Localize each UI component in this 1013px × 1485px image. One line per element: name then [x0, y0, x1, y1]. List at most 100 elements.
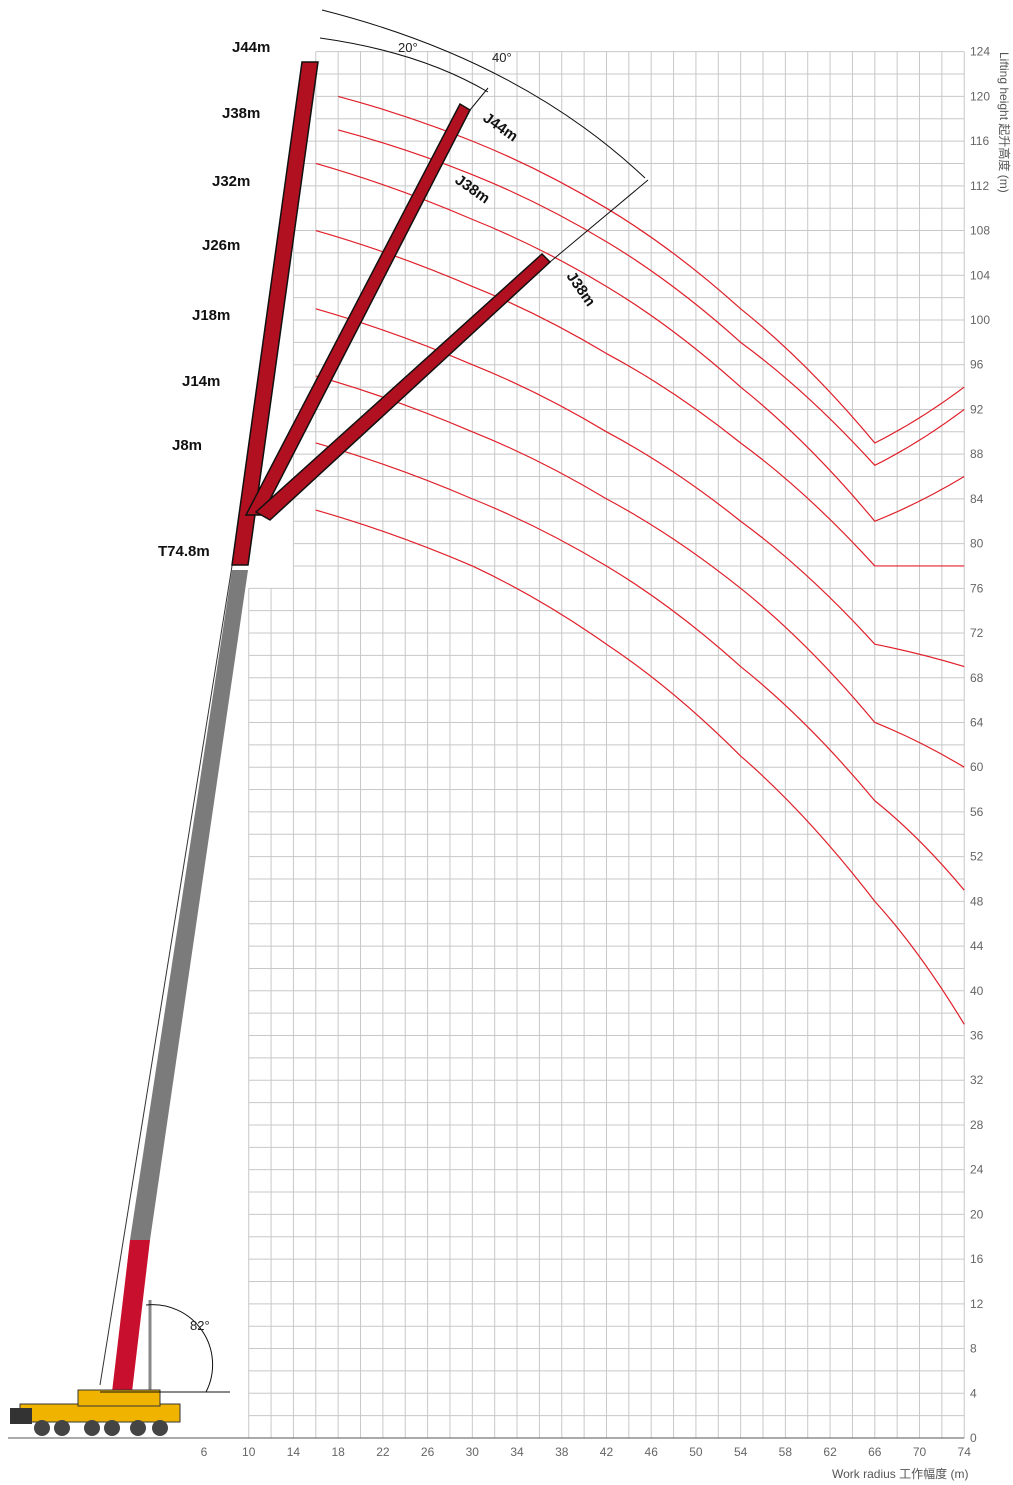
y-tick-label: 84 — [970, 492, 984, 506]
y-tick-label: 60 — [970, 760, 984, 774]
y-tick-label: 4 — [970, 1386, 977, 1400]
jib-20deg-extension — [469, 87, 489, 111]
y-tick-label: 92 — [970, 402, 984, 416]
y-tick-label: 96 — [970, 358, 984, 372]
x-tick-label: 34 — [510, 1445, 524, 1459]
boom-lower-section — [112, 1240, 150, 1392]
y-tick-label: 40 — [970, 984, 984, 998]
boom-angle-arc — [145, 1304, 214, 1393]
jib-angle-40-label: 40° — [492, 50, 512, 65]
jib-angle-20-label: 20° — [398, 40, 418, 55]
y-tick-label: 56 — [970, 805, 984, 819]
jib20-label-j44m: J44m — [480, 109, 521, 145]
y-tick-label: 12 — [970, 1297, 984, 1311]
x-tick-label: 26 — [421, 1445, 435, 1459]
x-tick-label: 50 — [689, 1445, 703, 1459]
luffing-jibs — [231, 61, 552, 566]
wheel — [104, 1420, 120, 1436]
height-curve — [338, 129, 965, 467]
jib40-label-j38m: J38m — [563, 269, 599, 310]
y-tick-label: 52 — [970, 850, 984, 864]
y-tick-label: 64 — [970, 715, 984, 729]
main-boom-label: T74.8m — [158, 543, 210, 560]
jib-label-j44m: J44m — [232, 39, 270, 56]
x-tick-label: 66 — [868, 1445, 882, 1459]
y-tick-label: 28 — [970, 1118, 984, 1132]
main-boom — [99, 534, 248, 1392]
y-tick-label: 120 — [970, 89, 990, 103]
wheel — [152, 1420, 168, 1436]
superstructure — [77, 1389, 161, 1407]
x-tick-label: 42 — [600, 1445, 614, 1459]
height-curve — [315, 509, 965, 1025]
crane-carrier — [10, 1389, 181, 1436]
y-tick-label: 48 — [970, 894, 984, 908]
height-curve — [315, 375, 965, 768]
x-tick-label: 38 — [555, 1445, 569, 1459]
y-tick-label: 32 — [970, 1073, 984, 1087]
angle-markers: 82° 20° 40° — [100, 9, 649, 1393]
height-curve — [315, 162, 965, 522]
boom-angle-label: 82° — [190, 1318, 210, 1333]
y-tick-label: 44 — [970, 939, 984, 953]
y-tick-label: 124 — [970, 45, 990, 59]
wheel — [84, 1420, 100, 1436]
y-axis-title: Lifting height 起升高度 (m) — [997, 52, 1012, 193]
y-tick-label: 116 — [970, 134, 989, 148]
x-tick-label: 30 — [466, 1445, 480, 1459]
x-axis-title: Work radius 工作幅度 (m) — [832, 1466, 968, 1481]
x-tick-label: 14 — [287, 1445, 301, 1459]
y-tick-label: 76 — [970, 581, 984, 595]
carrier-body — [19, 1403, 181, 1423]
y-tick-label: 72 — [970, 626, 984, 640]
jib-label-j8m: J8m — [172, 437, 202, 454]
length-labels: J44m J38m J32m J26m J18m J14m J8m T74.8m… — [158, 39, 599, 560]
height-curve — [315, 308, 965, 668]
y-tick-label: 68 — [970, 671, 984, 685]
jib-label-j14m: J14m — [182, 373, 220, 390]
jib-40deg-arc — [321, 9, 646, 179]
y-tick-label: 88 — [970, 447, 984, 461]
y-tick-label: 8 — [970, 1342, 977, 1356]
x-tick-label: 18 — [331, 1445, 345, 1459]
boom-guy-line — [99, 534, 238, 1386]
y-tick-label: 16 — [970, 1252, 984, 1266]
wheel — [54, 1420, 70, 1436]
x-tick-label: 54 — [734, 1445, 748, 1459]
jib-label-j38m: J38m — [222, 105, 260, 122]
height-curves — [315, 95, 965, 1025]
height-curve — [315, 229, 965, 567]
jib-40deg-extension — [549, 179, 649, 263]
y-tick-label: 112 — [970, 179, 989, 193]
wheel — [34, 1420, 50, 1436]
y-tick-label: 0 — [970, 1431, 977, 1445]
height-curve — [315, 442, 965, 891]
y-tick-label: 24 — [970, 1163, 984, 1177]
x-tick-label: 70 — [913, 1445, 927, 1459]
jib-label-j26m: J26m — [202, 237, 240, 254]
y-tick-label: 100 — [970, 313, 990, 327]
y-tick-label: 20 — [970, 1207, 984, 1221]
y-tick-label: 36 — [970, 1029, 984, 1043]
carrier-cab — [10, 1408, 32, 1424]
jib-20deg-arc — [319, 37, 489, 93]
y-tick-label: 108 — [970, 224, 990, 238]
height-curve — [338, 95, 965, 444]
grid — [8, 51, 965, 1439]
boom-telescopic-section — [130, 570, 248, 1240]
y-tick-label: 80 — [970, 537, 984, 551]
x-tick-label: 10 — [242, 1445, 256, 1459]
axis-ticks: 6 10 14 18 22 26 30 34 38 42 46 50 54 58 62 66 70 7404812… — [201, 45, 991, 1459]
x-tick-label: 22 — [376, 1445, 390, 1459]
x-tick-label: 62 — [823, 1445, 837, 1459]
jib-vertical — [231, 61, 319, 566]
wheel — [130, 1420, 146, 1436]
jib-label-j32m: J32m — [212, 173, 250, 190]
y-tick-label: 104 — [970, 268, 990, 282]
x-tick-label: 74 — [958, 1445, 972, 1459]
jib-label-j18m: J18m — [192, 307, 230, 324]
x-tick-label: 58 — [779, 1445, 793, 1459]
x-tick-label: 6 — [201, 1445, 208, 1459]
x-tick-label: 46 — [645, 1445, 659, 1459]
